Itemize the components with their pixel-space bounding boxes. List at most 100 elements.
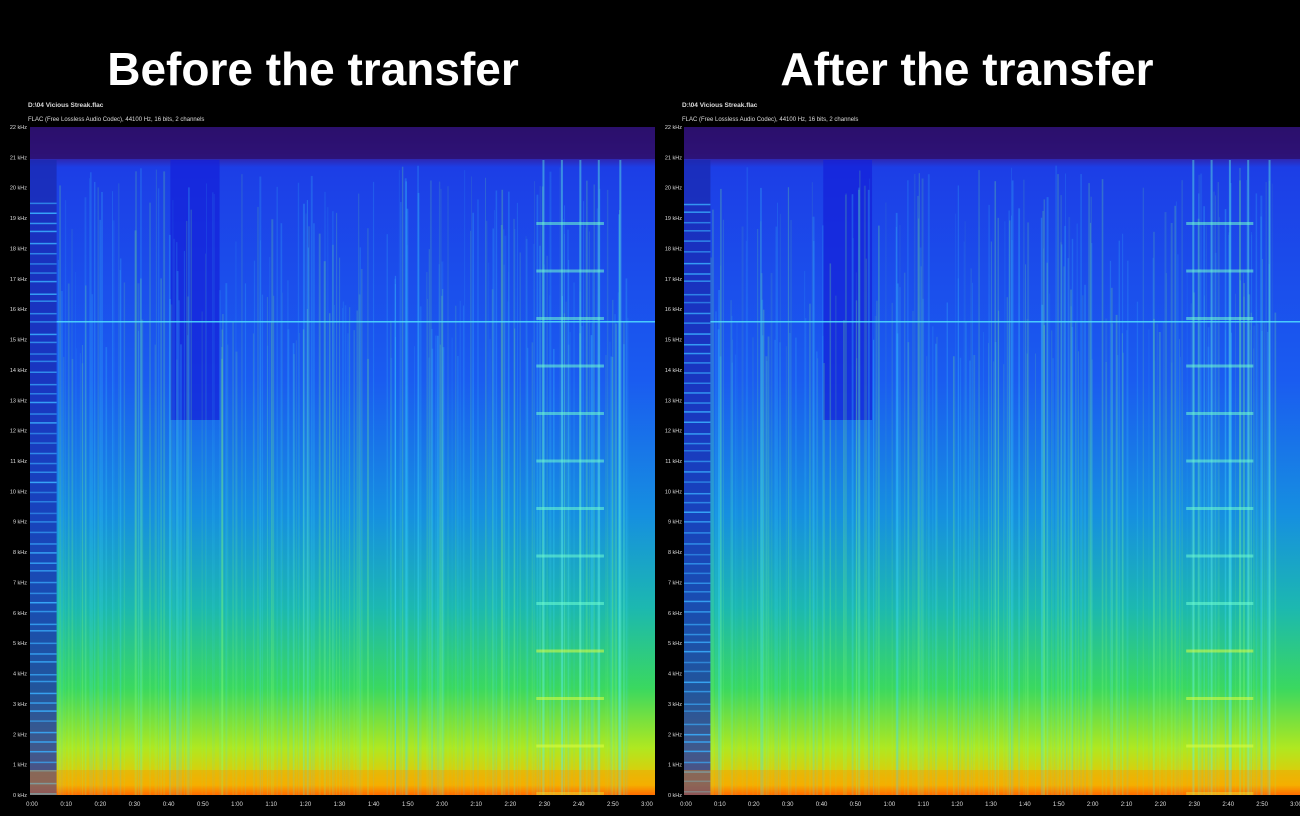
intro-stripe — [30, 692, 57, 695]
streak — [307, 247, 309, 795]
streak — [99, 219, 101, 795]
streak — [1105, 318, 1108, 795]
intro-stripe — [30, 610, 57, 613]
y-tick-label: 7 kHz — [668, 580, 682, 586]
streak — [442, 347, 445, 795]
x-tick-label: 1:10 — [265, 802, 277, 808]
streak — [1271, 183, 1273, 795]
streak — [829, 263, 832, 795]
y-tick-label: 1 kHz — [668, 763, 682, 769]
streak — [97, 187, 99, 795]
x-tick-label: 0:20 — [94, 802, 106, 808]
x-tick-label: 0:20 — [748, 802, 760, 808]
streak — [1213, 191, 1215, 795]
streak — [978, 170, 980, 795]
streak — [173, 238, 175, 795]
harmonic — [536, 222, 604, 225]
streak — [91, 294, 94, 795]
streak — [546, 255, 548, 795]
intro-stripe — [30, 272, 57, 274]
y-tick-label: 19 kHz — [10, 216, 27, 222]
y-tick-label: 15 kHz — [665, 338, 682, 344]
harmonic — [536, 602, 604, 605]
harmonic — [536, 649, 604, 653]
streak — [605, 354, 607, 795]
streak — [765, 356, 768, 795]
streak — [1111, 323, 1114, 795]
intro-stripe — [684, 511, 711, 513]
x-tick-label: 2:20 — [504, 802, 516, 808]
streak — [922, 298, 925, 795]
streak — [539, 185, 541, 795]
streak — [201, 311, 203, 795]
streak — [1203, 295, 1205, 795]
streak — [111, 191, 113, 795]
streak — [1197, 218, 1200, 795]
streak — [221, 346, 223, 795]
codec-info: FLAC (Free Lossless Audio Codec), 44100 … — [682, 117, 858, 123]
streak — [513, 328, 516, 795]
streak — [1257, 323, 1259, 795]
streak — [227, 344, 229, 795]
y-tick-label: 9 kHz — [668, 520, 682, 526]
streak — [298, 333, 300, 795]
streak — [187, 335, 189, 795]
streak — [970, 268, 972, 795]
streak — [1122, 233, 1124, 795]
streak — [514, 228, 516, 795]
streak — [987, 342, 989, 795]
streak — [787, 187, 790, 795]
intro-stripe — [684, 322, 711, 324]
streak — [455, 305, 457, 795]
streak — [567, 344, 570, 795]
streak — [1046, 262, 1048, 795]
intro-stripe — [684, 362, 711, 364]
streak — [492, 228, 495, 795]
streak — [519, 252, 521, 795]
streak — [155, 169, 157, 795]
streak — [1253, 348, 1255, 795]
harmonic — [1186, 744, 1254, 748]
streak — [1071, 326, 1074, 795]
streak — [710, 257, 712, 795]
tone-line — [56, 321, 655, 323]
streak — [1063, 266, 1065, 795]
streak — [63, 356, 65, 795]
streak — [1217, 182, 1219, 795]
streak — [281, 292, 283, 795]
streak — [292, 343, 295, 795]
streak — [326, 207, 329, 795]
streak — [1075, 321, 1077, 795]
streak — [401, 166, 404, 795]
streak — [920, 266, 922, 795]
x-tick-label: 0:10 — [60, 802, 72, 808]
streak — [84, 197, 87, 795]
intro-stripe — [30, 552, 57, 554]
streak — [761, 299, 764, 795]
streak — [610, 356, 613, 795]
streak — [579, 291, 581, 795]
streak — [895, 226, 897, 795]
streak — [1127, 260, 1129, 795]
intro-stripe — [684, 741, 711, 743]
streak — [982, 332, 984, 795]
streak — [252, 333, 254, 795]
streak — [308, 226, 310, 795]
streak — [627, 317, 629, 795]
streak — [531, 342, 534, 795]
streak — [876, 300, 878, 795]
streak — [549, 171, 552, 795]
y-tick-label: 17 kHz — [10, 277, 27, 283]
intro-stripe — [684, 563, 711, 565]
streak — [1253, 325, 1256, 795]
streak — [785, 346, 787, 795]
streak — [1243, 272, 1245, 795]
streak — [1067, 258, 1069, 795]
streak — [348, 321, 350, 795]
streak — [168, 234, 171, 795]
intro-stripe — [684, 411, 711, 413]
streak — [973, 355, 976, 795]
harmonic — [1186, 554, 1254, 558]
streak — [386, 234, 388, 795]
streak — [503, 264, 505, 795]
